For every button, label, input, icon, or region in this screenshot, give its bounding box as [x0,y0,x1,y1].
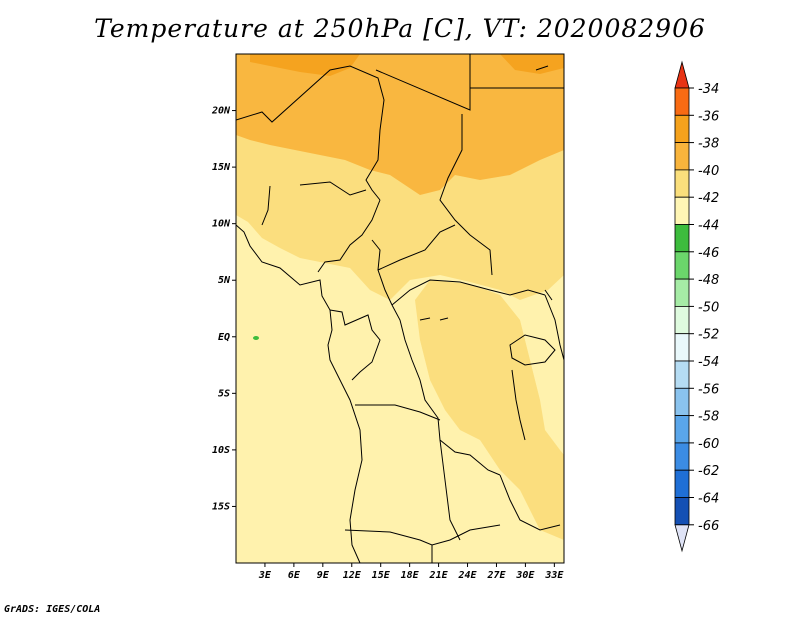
colorbar-label: -44 [698,219,719,234]
lon-tick-label: 12E [343,570,362,581]
lon-tick-label: 3E [258,570,272,581]
lat-tick-label: 15N [212,162,231,173]
colorbar-label: -34 [698,82,719,97]
colorbar-label: -52 [698,328,719,343]
lat-tick-label: EQ [218,332,230,343]
colorbar-label: -36 [698,109,719,124]
chart-title: Temperature at 250hPa [C], VT: 202008290… [94,14,706,43]
colorbar-label: -60 [698,437,719,452]
latitude-axis: 20N 15N 10N 5N EQ 5S 10S 15S [211,106,236,512]
colorbar-swatch [674,87,690,116]
colorbar-label: -54 [698,355,719,370]
colorbar-bottom-arrow [674,524,690,553]
lon-tick-label: 33E [544,570,564,581]
lon-tick-label: 21E [429,570,449,581]
colorbar-label: -42 [698,191,719,206]
lon-tick-label: 30E [515,570,535,581]
colorbar-swatch [674,333,690,362]
colorbar-swatch [674,142,690,171]
colorbar-swatch [674,278,690,307]
field-level-minus40-east [415,280,564,540]
lon-tick-label: 9E [317,570,330,581]
field-level-minus38 [236,54,564,195]
lat-tick-label: 20N [211,106,231,117]
colorbar-label: -58 [698,410,719,425]
lon-tick-label: 24E [457,570,477,581]
grads-credit: GrADS: IGES/COLA [4,604,101,615]
colorbar-swatch [674,251,690,280]
colorbar-label: -46 [698,246,719,261]
colorbar-swatch [674,387,690,416]
colorbar-swatch [674,415,690,444]
field-level-minus44-spot [253,336,259,340]
lon-tick-label: 27E [486,570,506,581]
colorbar-swatch [674,196,690,225]
lat-tick-label: 5N [218,275,231,286]
map-borders [236,54,564,563]
lat-tick-label: 5S [218,388,230,399]
colorbar-label: -40 [698,164,719,179]
longitude-axis: 3E 6E 9E 12E 15E 18E 21E 24E 27E 30E 33E [258,563,564,581]
colorbar-label: -38 [698,137,719,152]
colorbar-swatch [674,169,690,198]
colorbar-swatch [674,305,690,335]
colorbar-label: -66 [698,519,719,534]
colorbar-swatch [674,224,690,253]
colorbar-label: -48 [698,273,719,288]
lat-tick-label: 10N [212,219,231,230]
temperature-field [236,54,564,563]
colorbar: -34 -36 -38 -40 -42 -44 -46 -48 -50 -52 -54 -56 -58 -… [674,60,719,553]
colorbar-label: -64 [698,492,719,507]
colorbar-top-arrow [674,60,690,89]
colorbar-label: -62 [698,464,719,479]
lat-tick-label: 10S [212,445,230,456]
field-level-minus36-ne [500,54,564,74]
lon-tick-label: 18E [401,570,420,581]
colorbar-label: -56 [698,382,719,397]
map-frame [235,53,565,564]
colorbar-swatch [674,469,690,498]
colorbar-swatch [674,442,690,471]
colorbar-swatch [674,360,690,389]
colorbar-swatch [674,497,690,526]
lon-tick-label: 6E [288,570,301,581]
colorbar-label: -50 [698,300,719,315]
colorbar-swatch [674,114,690,144]
field-level-minus36-north [250,54,360,76]
lon-tick-label: 15E [372,570,391,581]
lat-tick-label: 15S [212,501,230,512]
